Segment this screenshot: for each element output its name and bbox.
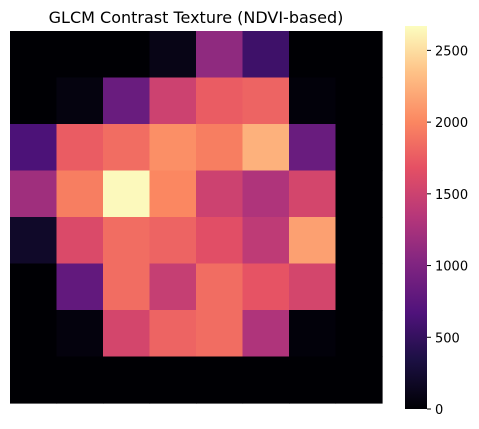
heatmap-cell <box>10 124 57 171</box>
heatmap-cell <box>243 171 290 218</box>
heatmap-cell <box>10 31 57 78</box>
heatmap-cell <box>150 171 197 218</box>
heatmap-cell <box>103 78 150 125</box>
colorbar-tick-label: 1000 <box>435 260 468 275</box>
heatmap-cell <box>103 357 150 404</box>
heatmap-cell <box>243 31 290 78</box>
heatmap-cell <box>150 357 197 404</box>
heatmap-cell <box>196 357 243 404</box>
heatmap-cell <box>336 264 383 311</box>
heatmap-cell <box>103 217 150 264</box>
heatmap-cell <box>10 264 57 311</box>
heatmap-cell <box>150 78 197 125</box>
heatmap-cell <box>336 217 383 264</box>
heatmap-cell <box>103 31 150 78</box>
heatmap-cell <box>57 217 104 264</box>
heatmap-cell <box>103 264 150 311</box>
heatmap-cell <box>336 31 383 78</box>
heatmap-cell <box>150 217 197 264</box>
heatmap-cell <box>336 124 383 171</box>
colorbar-tick-label: 0 <box>435 403 443 418</box>
colorbar-ticks: 0 500 1000 1500 2000 2500 <box>427 44 468 418</box>
heatmap-cell <box>289 171 336 218</box>
heatmap-cell <box>150 124 197 171</box>
heatmap-cell <box>196 31 243 78</box>
heatmap-cell <box>289 124 336 171</box>
heatmap-cell <box>57 264 104 311</box>
heatmap-cell <box>103 124 150 171</box>
heatmap-cell <box>57 310 104 357</box>
heatmap-grid <box>10 31 383 404</box>
heatmap-cell <box>196 124 243 171</box>
colorbar-tick-label: 2000 <box>435 116 468 131</box>
heatmap-cell <box>103 171 150 218</box>
heatmap-cell <box>196 310 243 357</box>
heatmap-cell <box>196 217 243 264</box>
heatmap-cell <box>10 171 57 218</box>
heatmap-cell <box>196 78 243 125</box>
heatmap-cell <box>289 357 336 404</box>
heatmap-cell <box>150 264 197 311</box>
heatmap-cell <box>57 78 104 125</box>
colorbar-tick-label: 2500 <box>435 44 468 59</box>
heatmap-cell <box>243 124 290 171</box>
heatmap-cell <box>243 217 290 264</box>
heatmap-cell <box>10 217 57 264</box>
heatmap-cell <box>150 31 197 78</box>
heatmap-cell <box>150 310 197 357</box>
heatmap-cell <box>289 78 336 125</box>
heatmap-cell <box>57 124 104 171</box>
colorbar-tick-label: 1500 <box>435 188 468 203</box>
heatmap-cell <box>243 357 290 404</box>
heatmap-cell <box>289 264 336 311</box>
heatmap-cell <box>196 264 243 311</box>
colorbar <box>405 26 427 409</box>
heatmap-cell <box>243 78 290 125</box>
heatmap-cell <box>336 78 383 125</box>
heatmap-cell <box>289 310 336 357</box>
heatmap-cell <box>243 310 290 357</box>
heatmap-cell <box>336 357 383 404</box>
chart-title: GLCM Contrast Texture (NDVI-based) <box>49 8 344 27</box>
colorbar-tick-label: 500 <box>435 331 460 346</box>
heatmap-cell <box>10 78 57 125</box>
heatmap-cell <box>289 217 336 264</box>
heatmap-cell <box>336 310 383 357</box>
heatmap-cell <box>336 171 383 218</box>
heatmap-cell <box>196 171 243 218</box>
heatmap-cell <box>10 310 57 357</box>
heatmap-cell <box>10 357 57 404</box>
heatmap-cell <box>289 31 336 78</box>
heatmap-cell <box>103 310 150 357</box>
heatmap-cell <box>57 171 104 218</box>
heatmap-cell <box>243 264 290 311</box>
heatmap-cell <box>57 31 104 78</box>
heatmap-cell <box>57 357 104 404</box>
